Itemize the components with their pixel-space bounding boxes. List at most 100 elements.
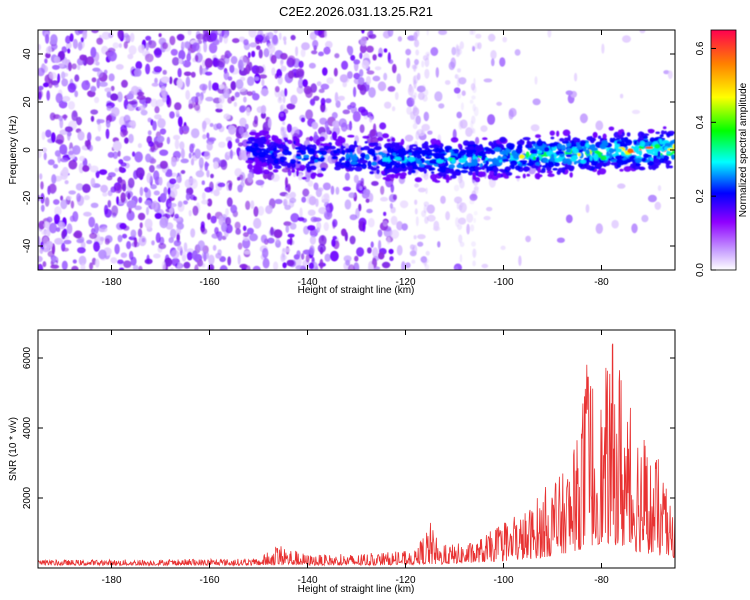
spectrogram-noise-blob [285, 193, 292, 199]
spectrogram-noise-blob [159, 128, 167, 135]
spectrogram-signal-blob [377, 151, 384, 156]
spectrogram-noise-blob [227, 256, 232, 266]
spectrogram-noise-blob [330, 185, 335, 195]
spectrogram-noise-blob [377, 251, 385, 260]
spectrogram-noise-blob [293, 254, 300, 260]
spectrogram-signal-blob [258, 154, 266, 158]
spectrogram-noise-blob [384, 101, 392, 109]
spectrogram-noise-blob [170, 249, 180, 259]
spectrogram-signal-blob [650, 139, 655, 142]
spectrogram-noise-blob [266, 31, 274, 40]
spectrogram-noise-blob [147, 117, 152, 123]
spectrogram-noise-blob [219, 256, 226, 263]
spectrogram-signal-blob [635, 157, 642, 163]
spectrogram-noise-blob [230, 56, 238, 65]
spectrogram-signal-blob [345, 161, 351, 168]
spectrogram-noise-blob [405, 48, 412, 56]
spectrogram-noise-blob [106, 105, 112, 111]
spectrogram-noise-blob [169, 178, 177, 185]
spectrogram-noise-blob [170, 187, 178, 198]
spectrogram-noise-blob [89, 232, 98, 239]
spectrogram-noise-blob [197, 240, 205, 252]
spectrogram-streak-blob [459, 254, 463, 263]
spectrogram-noise-blob [417, 234, 426, 240]
spectrogram-signal-blob [296, 167, 304, 171]
spectrogram-noise-blob [237, 184, 243, 193]
spectrogram-noise-blob [57, 73, 61, 83]
spectrogram-signal-blob [656, 155, 662, 159]
spectrogram-noise-blob [305, 88, 313, 99]
spectrogram-streak-blob [414, 208, 418, 215]
spectrogram-streak-blob [457, 92, 462, 99]
spectrogram-noise-blob [295, 46, 299, 57]
spectrogram-noise-blob [71, 265, 79, 270]
spectrogram-signal-blob [373, 146, 382, 151]
spectrogram-streak-blob [280, 59, 284, 65]
spectrogram-signal-blob [323, 145, 331, 149]
spectrogram-noise-blob [365, 75, 371, 85]
spectrogram-signal-blob [478, 171, 484, 178]
spectrogram-noise-blob [165, 94, 171, 106]
spectrogram-noise-blob [218, 141, 226, 148]
spectrogram-noise-blob [390, 215, 398, 226]
spectrogram-signal-blob [619, 168, 624, 172]
spectrogram-noise-blob [324, 253, 331, 262]
spectrogram-signal-blob [350, 161, 358, 165]
spectrogram-streak-blob [281, 254, 287, 261]
spectrogram-x-tick-label: -180 [101, 277, 121, 288]
spectrogram-noise-blob [369, 115, 373, 123]
spectrogram-signal-blob [552, 167, 558, 171]
spectrogram-signal-blob [490, 174, 499, 181]
spectrogram-noise-blob [459, 41, 464, 50]
spectrogram-streak-blob [470, 224, 475, 232]
spectrogram-noise-blob [97, 69, 104, 78]
snr-x-tick-label: -120 [395, 575, 415, 586]
spectrogram-signal-blob [619, 140, 626, 146]
spectrogram-noise-blob [334, 92, 339, 103]
spectrogram-signal-blob [662, 126, 667, 130]
spectrogram-noise-blob [61, 78, 69, 87]
spectrogram-noise-blob [363, 115, 368, 120]
spectrogram-noise-blob [347, 264, 355, 270]
spectrogram-noise-blob [359, 43, 367, 54]
spectrogram-signal-blob [565, 165, 569, 170]
spectrogram-signal-blob [525, 151, 530, 158]
spectrogram-noise-blob [298, 78, 304, 89]
spectrogram-noise-blob [386, 236, 391, 245]
spectrogram-noise-blob [229, 149, 233, 160]
spectrogram-noise-blob [158, 176, 163, 186]
spectrogram-signal-blob [440, 152, 446, 156]
spectrogram-noise-blob [353, 59, 361, 65]
spectrogram-noise-blob [241, 133, 250, 138]
spectrogram-signal-blob [300, 150, 307, 155]
spectrogram-noise-blob [39, 173, 43, 180]
spectrogram-signal-blob [536, 172, 541, 180]
spectrogram-noise-blob [325, 98, 332, 104]
spectrogram-noise-blob [224, 30, 228, 38]
spectrogram-noise-blob [421, 123, 431, 132]
spectrogram-signal-blob [311, 172, 317, 177]
spectrogram-noise-blob [72, 38, 78, 50]
spectrogram-signal-blob [287, 139, 293, 145]
spectrogram-signal-blob [353, 140, 358, 146]
spectrogram-streak-blob [281, 127, 287, 134]
spectrogram-signal-blob [663, 130, 668, 135]
spectrogram-signal-blob [400, 172, 407, 177]
spectrogram-noise-blob [490, 50, 497, 60]
spectrogram-signal-blob [425, 164, 433, 168]
colorbar-tick-label: 0.0 [695, 263, 706, 277]
spectrogram-noise-blob [451, 46, 457, 56]
spectrogram-noise-blob [89, 262, 94, 270]
spectrogram-signal-blob [462, 140, 470, 147]
spectrogram-noise-blob [404, 134, 414, 142]
spectrogram-noise-blob [135, 167, 145, 179]
spectrogram-signal-blob [646, 148, 654, 155]
spectrogram-noise-blob [53, 199, 60, 205]
spectrogram-noise-blob [46, 90, 51, 101]
spectrogram-noise-blob [192, 205, 199, 216]
spectrogram-noise-blob [41, 147, 47, 153]
spectrogram-signal-blob [290, 158, 297, 164]
spectrogram-noise-blob [48, 81, 53, 89]
spectrogram-signal-blob [256, 150, 261, 153]
spectrogram-noise-blob [392, 63, 397, 74]
